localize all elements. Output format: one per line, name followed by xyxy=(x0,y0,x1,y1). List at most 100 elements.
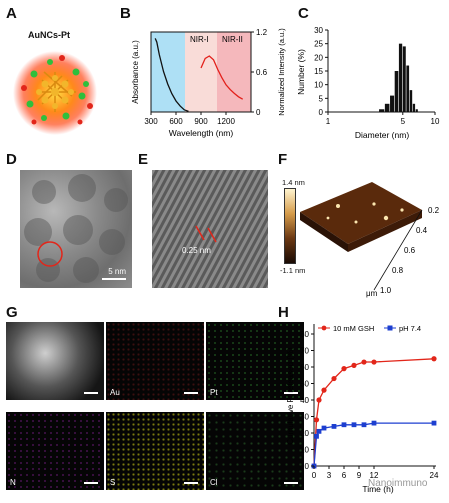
eds-label-pt: Pt xyxy=(210,388,218,397)
eds-label-s: S xyxy=(110,478,116,487)
b-y-right-ticks: 0 0.6 1.2 xyxy=(251,28,268,117)
c-bar xyxy=(412,103,416,112)
ph74-point xyxy=(341,422,347,428)
eds-tile-pt: Pt xyxy=(206,322,304,400)
c-bar xyxy=(415,109,418,112)
c-x-ticks: 1 5 10 xyxy=(326,112,440,126)
afm-cbar-top: 1.4 nm xyxy=(282,178,305,187)
ph74-point xyxy=(321,425,327,431)
eds-tile-haadf xyxy=(6,322,104,400)
b-ylabel-left: Absorbance (a.u.) xyxy=(131,40,140,104)
emission-curve xyxy=(200,55,244,100)
panel-a-cluster: AuNCs-Pt xyxy=(0,0,118,145)
e-spacing-label: 0.25 nm xyxy=(182,246,211,255)
h-x-tick: 24 xyxy=(430,471,439,480)
d-scale-label: 5 nm xyxy=(108,267,126,276)
b-x-ticks: 300 600 900 1200 xyxy=(144,112,235,126)
c-x-tick: 5 xyxy=(401,117,406,126)
ph74-curve xyxy=(313,422,434,467)
panel-label-e: E xyxy=(138,151,149,168)
b-y-tick: 0.6 xyxy=(256,68,268,77)
c-bar xyxy=(409,90,413,112)
eds-label-cl: Cl xyxy=(210,478,218,487)
b-x-tick: 600 xyxy=(169,117,183,126)
watermark: Nanoimmuno xyxy=(368,478,428,489)
c-bar xyxy=(379,109,385,112)
c-y-tick: 5 xyxy=(319,94,324,103)
gsh-point xyxy=(351,362,357,368)
b-ylabel-right: Normalized Intensity (a.u.) xyxy=(277,28,286,116)
afm-tick: 0.8 xyxy=(392,266,404,275)
b-x-tick: 300 xyxy=(144,117,158,126)
h-x-ticks: 0 3 6 9 12 24 xyxy=(312,466,439,480)
gsh-point xyxy=(331,375,337,382)
ph74-point xyxy=(351,422,357,428)
gsh-point xyxy=(341,366,347,372)
c-ylabel: Number (%) xyxy=(296,49,306,95)
h-x-tick: 9 xyxy=(357,471,362,480)
nir2-label: NIR-II xyxy=(222,35,243,44)
afm-tick: 0.4 xyxy=(416,226,428,235)
panel-label-d: D xyxy=(6,151,17,168)
legend-gsh: 10 mM GSH xyxy=(333,324,374,333)
nir1-label: NIR-I xyxy=(190,35,209,44)
panel-label-h: H xyxy=(278,304,289,321)
h-y-tick: 60 xyxy=(300,363,309,372)
afm-axis-unit: μm xyxy=(366,289,378,298)
gsh-point xyxy=(316,397,322,403)
h-x-tick: 3 xyxy=(327,471,332,480)
h-y-tick: 40 xyxy=(300,396,309,405)
lattice-marker-2 xyxy=(207,227,217,243)
eds-label-au: Au xyxy=(110,388,120,397)
eds-label-n: N xyxy=(10,478,16,487)
afm-colorbar xyxy=(284,188,296,264)
eds-tile-s: S xyxy=(106,412,204,490)
ph74-points xyxy=(311,420,437,469)
h-x-tick: 6 xyxy=(342,471,347,480)
ph74-point xyxy=(331,424,337,429)
afm-surface xyxy=(300,182,422,244)
panel-label-g: G xyxy=(6,304,18,321)
h-x-tick: 0 xyxy=(312,471,317,480)
b-x-tick: 900 xyxy=(194,117,208,126)
d-scale-bar xyxy=(102,278,126,280)
c-y-tick: 15 xyxy=(314,67,323,76)
gsh-point xyxy=(321,387,327,393)
legend-ph74: pH 7.4 xyxy=(399,324,421,333)
panel-f-afm: 1.4 nm -1.1 nm 0.2 0.4 0.6 0.8 1.0 μm xyxy=(278,170,449,300)
h-xlabel: Time (h) xyxy=(362,484,393,494)
c-y-tick: 0 xyxy=(319,108,324,117)
eds-tile-cl: Cl xyxy=(206,412,304,490)
panel-a-title: AuNCs-Pt xyxy=(28,30,70,40)
ph74-point xyxy=(431,420,437,426)
panel-h-release-chart: 0 3 6 9 12 24 0 10 20 30 40 50 60 70 80 10 mM GSH pH … xyxy=(286,324,439,494)
gsh-point xyxy=(431,356,437,362)
panel-b-spectrum-chart: NIR-I NIR-II 300 600 900 1200 0 0.6 1.2 Wavel… xyxy=(131,28,286,138)
c-x-tick: 1 xyxy=(326,117,331,126)
panel-e-hrtem-image: 0.25 nm xyxy=(152,170,268,288)
afm-axis-ticks: 0.2 0.4 0.6 0.8 1.0 xyxy=(380,206,440,295)
h-y-tick: 50 xyxy=(300,380,309,389)
ph74-point xyxy=(314,433,319,439)
nanocluster-illustration xyxy=(13,51,97,135)
c-xlabel: Diameter (nm) xyxy=(355,130,409,140)
lattice-marker-1 xyxy=(195,225,205,241)
ph74-point xyxy=(316,428,322,434)
gsh-point xyxy=(313,417,320,423)
c-y-ticks: 0 5 10 15 20 25 30 xyxy=(314,26,328,117)
b-y-tick: 0 xyxy=(256,108,261,117)
c-x-tick: 10 xyxy=(431,117,440,126)
h-y-tick: 80 xyxy=(300,330,309,339)
c-y-tick: 10 xyxy=(314,81,323,90)
h-ylabel: Cumulative Pt released (%) xyxy=(286,347,295,445)
c-y-tick: 30 xyxy=(314,26,323,35)
h-y-tick: 70 xyxy=(300,347,309,356)
h-x-tick: 12 xyxy=(370,471,379,480)
c-bars xyxy=(379,43,418,112)
c-y-tick: 20 xyxy=(314,53,323,62)
eds-tile-au: Au xyxy=(106,322,204,400)
afm-tick: 0.6 xyxy=(404,246,416,255)
ph74-point xyxy=(361,422,367,428)
panel-label-c: C xyxy=(298,5,309,22)
